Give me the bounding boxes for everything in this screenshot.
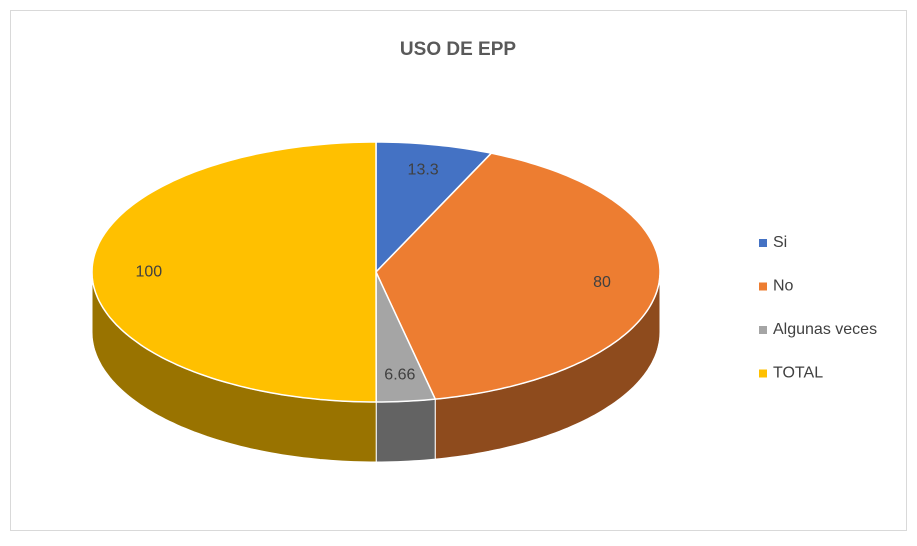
legend-label: Si — [773, 234, 787, 251]
data-label: 100 — [135, 263, 162, 280]
data-label: 13.3 — [408, 161, 439, 178]
legend-marker — [759, 282, 767, 291]
legend-label: TOTAL — [773, 365, 823, 382]
chart-title: USO DE EPP — [400, 39, 516, 60]
legend-marker — [759, 326, 767, 334]
pie-slice — [375, 152, 661, 400]
pie-slice — [91, 141, 377, 403]
legend-marker — [759, 369, 767, 378]
legend-label: Algunas veces — [773, 321, 877, 338]
data-label: 80 — [593, 274, 611, 291]
pie-side — [375, 398, 436, 463]
legend-label: No — [773, 278, 794, 295]
data-label: 6.66 — [384, 367, 415, 384]
pie-slice — [375, 271, 437, 403]
pie-slice — [375, 141, 493, 274]
legend-marker — [759, 239, 767, 247]
